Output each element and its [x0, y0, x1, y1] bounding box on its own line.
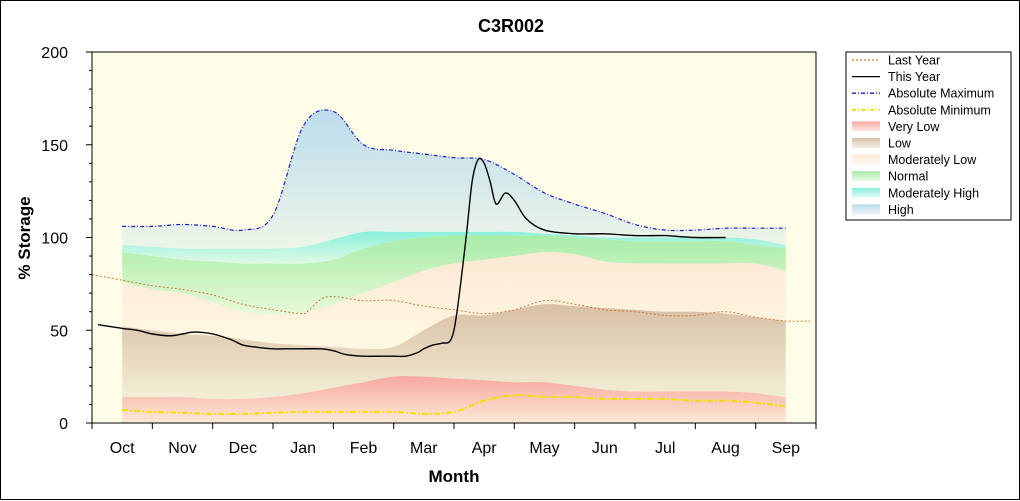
legend-label: This Year — [888, 70, 940, 84]
legend: Last Year This Year Absolute Maximum Absolu… — [845, 51, 1012, 221]
legend-swatch — [852, 204, 880, 215]
legend-label: Absolute Maximum — [888, 87, 994, 101]
x-tick-label: Jul — [655, 440, 675, 457]
x-axis: Oct Nov Dec Jan Feb Mar Apr May Jun Jul Aug Sep — [91, 423, 817, 457]
x-tick-label: Nov — [168, 440, 196, 457]
legend-label: High — [888, 203, 914, 217]
y-axis-title: % Storage — [15, 196, 34, 279]
x-tick-label: Jun — [592, 440, 618, 457]
x-tick-label: Sep — [772, 440, 801, 457]
y-axis: 0 50 100 150 200 — [41, 45, 92, 433]
this-year-line — [97, 157, 726, 358]
legend-swatch — [852, 138, 880, 148]
y-tick-label: 200 — [41, 45, 68, 62]
x-tick-label: Feb — [350, 440, 378, 457]
legend-label: Normal — [888, 170, 928, 184]
band-very-low — [122, 376, 786, 423]
x-tick-label: Oct — [110, 440, 135, 457]
legend-label: Absolute Minimum — [888, 103, 991, 117]
legend-label: Last Year — [888, 54, 940, 68]
band-moderately-high — [122, 231, 786, 264]
band-normal — [122, 235, 786, 316]
bands-layer — [122, 109, 786, 423]
y-tick-label: 100 — [41, 231, 68, 248]
x-tick-label: Jan — [290, 440, 316, 457]
band-low — [122, 304, 786, 400]
x-tick-label: Mar — [410, 440, 438, 457]
band-moderately-low — [122, 252, 786, 350]
x-axis-title: Month — [429, 467, 480, 486]
legend-swatch — [852, 171, 880, 182]
y-tick-label: 0 — [59, 416, 68, 433]
y-tick-label: 50 — [50, 323, 68, 340]
x-tick-label: Apr — [472, 440, 498, 457]
y-tick-label: 150 — [41, 138, 68, 155]
legend-label: Moderately Low — [888, 153, 977, 167]
legend-label: Moderately High — [888, 186, 979, 200]
x-tick-label: Aug — [711, 440, 739, 457]
legend-swatch — [852, 154, 880, 165]
last-year-line — [91, 274, 811, 322]
legend-swatch — [852, 121, 880, 132]
legend-label: Low — [888, 137, 912, 151]
chart-title: C3R002 — [478, 16, 544, 36]
absolute-maximum-line — [122, 109, 786, 232]
band-high — [122, 109, 786, 249]
x-tick-label: May — [529, 440, 559, 457]
x-tick-label: Dec — [229, 440, 257, 457]
legend-swatch — [852, 187, 880, 198]
absolute-minimum-line — [122, 394, 786, 415]
lines-layer — [91, 109, 811, 415]
legend-label: Very Low — [888, 120, 940, 134]
